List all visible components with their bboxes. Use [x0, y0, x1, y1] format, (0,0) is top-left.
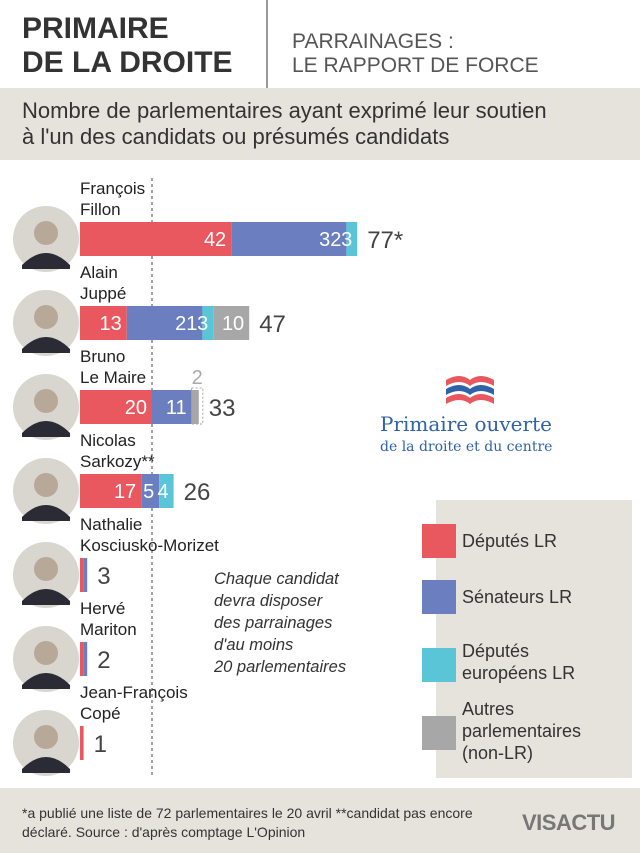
legend-label: Députés LR	[462, 531, 558, 551]
bar-segment	[141, 474, 160, 508]
bar-total-label: 47	[259, 311, 286, 338]
bar-value-label: 17	[114, 481, 136, 503]
candidate-name: Sarkozy**	[80, 452, 155, 471]
avatar-body-icon	[22, 505, 70, 521]
candidate-name: Nathalie	[80, 515, 142, 534]
description-line-1: Nombre de parlementaires ayant exprimé l…	[22, 98, 547, 123]
candidate-name: Kosciusko-Morizet	[80, 536, 219, 555]
bar-segment	[80, 474, 142, 508]
bar-segment	[80, 222, 232, 256]
candidate-name: Hervé	[80, 599, 125, 618]
bar-value-label: 10	[222, 313, 244, 335]
avatar-head-icon	[34, 305, 58, 329]
legend-swatch	[422, 648, 456, 682]
bar-value-label: 11	[166, 397, 187, 419]
candidate-name: Jean-François	[80, 683, 188, 702]
bar-value-label: 20	[125, 397, 147, 419]
avatar-head-icon	[34, 473, 58, 497]
bar-total-label: 26	[184, 479, 211, 506]
title-line-1: PRIMAIRE	[22, 12, 169, 45]
bar-total-label: 1	[94, 731, 107, 758]
candidate-name: Le Maire	[80, 368, 146, 387]
legend-swatch	[422, 716, 456, 750]
bar-segment	[83, 642, 88, 676]
avatar-body-icon	[22, 757, 70, 773]
avatar-head-icon	[34, 389, 58, 413]
threshold-note: Chaque candidat devra disposer des parra…	[214, 570, 347, 676]
bar-value-label: 42	[204, 229, 226, 251]
candidate-name: Fillon	[80, 200, 121, 219]
bar-segment	[213, 306, 250, 340]
page-title: PRIMAIRE DE LA DROITE	[22, 12, 233, 80]
bar-segment	[231, 222, 347, 256]
bar-value-label: 3	[341, 229, 352, 251]
candidate-name: François	[80, 179, 145, 198]
logo-text-line-1: Primaire ouverte	[380, 412, 552, 436]
bar-segment	[80, 642, 84, 676]
candidate-name: Copé	[80, 704, 121, 723]
page-subtitle: PARRAINAGES : LE RAPPORT DE FORCE	[292, 30, 539, 78]
candidate-name: Nicolas	[80, 431, 136, 450]
bar-segment	[346, 222, 358, 256]
primaire-logo: Primaire ouverte de la droite et du cent…	[378, 372, 574, 472]
legend: Députés LR Sénateurs LR Députés européen…	[422, 500, 632, 778]
bar-segment	[80, 306, 127, 340]
logo-flag-icon	[446, 376, 494, 404]
bar-total-label: 3	[97, 563, 110, 590]
bar-value-label: 3	[197, 313, 208, 335]
bar-value-label: 4	[157, 481, 168, 503]
avatar-head-icon	[34, 641, 58, 665]
bar-value-label: 32	[319, 229, 341, 251]
candidate-name: Juppé	[80, 284, 126, 303]
legend-swatch	[422, 524, 456, 558]
title-divider	[266, 0, 268, 88]
bar-value-label: 5	[143, 481, 154, 503]
bar-segment	[80, 390, 152, 424]
bar-total-label: 2	[97, 647, 110, 674]
legend-swatch	[422, 580, 456, 614]
bar-segment-outline	[191, 387, 204, 425]
subtitle-line-1: PARRAINAGES :	[292, 30, 454, 53]
avatar-head-icon	[34, 725, 58, 749]
bar-value-label: 21	[175, 313, 197, 335]
legend-label: Sénateurs LR	[462, 587, 573, 607]
avatar-body-icon	[22, 337, 70, 353]
avatar-head-icon	[34, 221, 58, 245]
avatar-body-icon	[22, 589, 70, 605]
bar-segment	[80, 558, 84, 592]
legend-label: Autres parlementaires (non-LR)	[462, 699, 582, 763]
title-line-2: DE LA DROITE	[22, 46, 233, 79]
avatar-body-icon	[22, 673, 70, 689]
bar-segment	[126, 306, 203, 340]
bar-segment	[202, 306, 214, 340]
bar-total-label: 77*	[367, 227, 403, 254]
bar-value-label: 13	[100, 313, 122, 335]
footnote: *a publié une liste de 72 parlementaires…	[22, 805, 473, 840]
avatar-body-icon	[22, 253, 70, 269]
description-band: Nombre de parlementaires ayant exprimé l…	[0, 88, 640, 160]
candidate-name: Mariton	[80, 620, 137, 639]
bar-segment	[152, 390, 192, 424]
bar-value-label: 2	[192, 367, 203, 389]
avatar-body-icon	[22, 421, 70, 437]
footer: *a publié une liste de 72 parlementaires…	[0, 788, 640, 853]
bar-total-label: 33	[209, 395, 236, 422]
bar-segment	[83, 558, 88, 592]
logo-text-line-2: de la droite et du centre	[380, 439, 553, 455]
avatar-head-icon	[34, 557, 58, 581]
header: PRIMAIRE DE LA DROITE PARRAINAGES : LE R…	[0, 0, 640, 88]
bar-segment	[159, 474, 174, 508]
brand-logo: VISACTU	[522, 810, 616, 835]
candidate-name: Bruno	[80, 347, 125, 366]
description: Nombre de parlementaires ayant exprimé l…	[22, 98, 622, 150]
bar-segment	[191, 390, 199, 424]
bar-segment	[80, 726, 84, 760]
candidate-name: Alain	[80, 263, 118, 282]
description-line-2: à l'un des candidats ou présumés candida…	[22, 124, 450, 149]
legend-label: Députés européens LR	[462, 641, 576, 683]
subtitle-line-2: LE RAPPORT DE FORCE	[292, 54, 539, 77]
